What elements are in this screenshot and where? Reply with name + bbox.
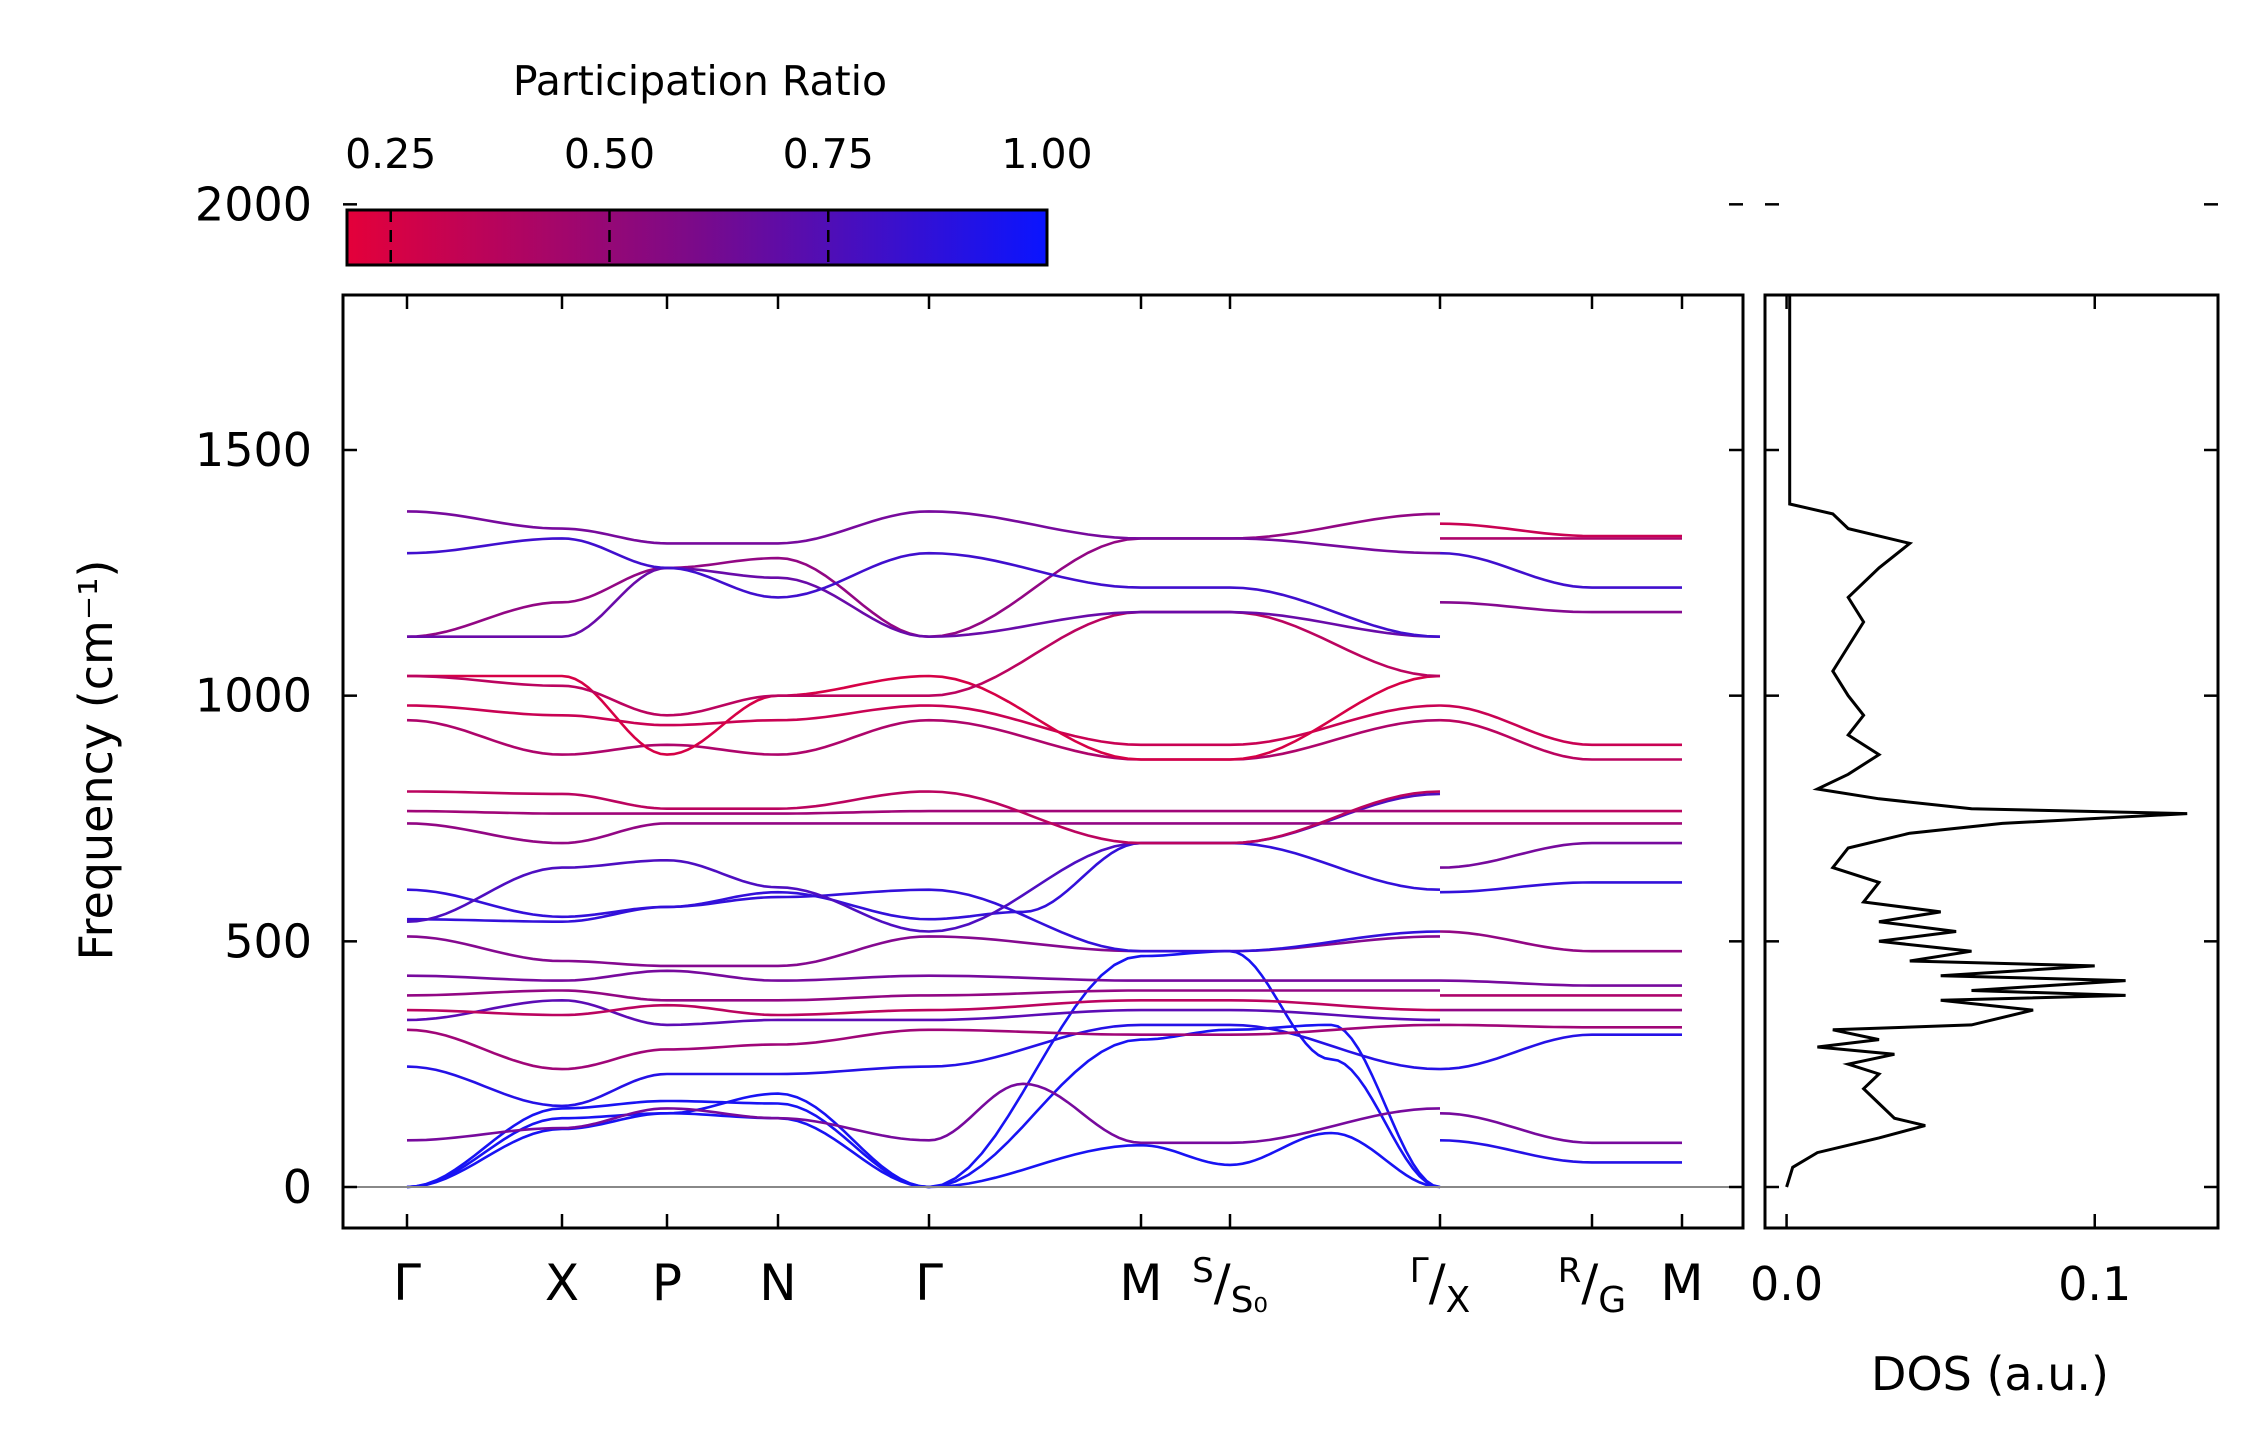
band-opt-740	[406, 822, 1440, 845]
k-point-label: Γ	[393, 1254, 421, 1312]
y-tick-label: 500	[224, 914, 312, 968]
dos-panel: 0.0 0.1 DOS (a.u.)	[1750, 203, 2220, 1401]
k-point-label: P	[652, 1254, 682, 1312]
band-seg2-9	[1439, 881, 1682, 894]
colorbar-ticks: 0.25 0.50 0.75 1.00	[345, 130, 1093, 265]
band-opt-430	[406, 969, 1440, 982]
band-opt-1375	[406, 510, 1441, 555]
band-structure-panel: 0 500 1000 1500 2000 Γ X P N Γ M S/S₀ Γ/X R/G M Freque…	[69, 72, 1745, 1321]
colorbar-tick-label: 0.75	[783, 130, 874, 178]
band-seg2-18	[1439, 522, 1682, 538]
colorbar-gradient	[345, 208, 1049, 267]
band-seg2-3	[1439, 1033, 1682, 1071]
main-axis-ticks: 0 500 1000 1500 2000 Γ X P N Γ M S/S₀ Γ/X R/G M	[195, 177, 1743, 1321]
y-axis-label: Frequency (cm⁻¹)	[69, 560, 123, 961]
dos-axis-ticks: 0.0 0.1	[1750, 203, 2218, 1311]
band-seg2-13	[1439, 718, 1682, 761]
y-tick-label: 2000	[195, 177, 312, 231]
k-point-label: X	[545, 1254, 579, 1312]
band-opt-545	[407, 841, 1441, 923]
k-point-label: Γ/X	[1410, 1251, 1470, 1321]
band-opt-95	[406, 1082, 1441, 1145]
band-opt-340	[406, 998, 1440, 1027]
k-point-label: R/G	[1558, 1251, 1626, 1321]
band-seg2-7	[1439, 979, 1682, 987]
band-seg2-4	[1440, 1023, 1682, 1029]
colorbar-title: Participation Ratio	[513, 57, 887, 105]
band-opt-805	[407, 790, 1441, 845]
band-opt-390	[406, 989, 1440, 1002]
band-seg2-15	[1439, 601, 1682, 614]
dos-axes-frame	[1763, 293, 2220, 1230]
dos-curve	[1785, 295, 2188, 1188]
band-seg2-1	[1439, 1139, 1682, 1164]
k-point-label: Γ	[915, 1254, 943, 1312]
y-tick-label: 0	[283, 1160, 312, 1214]
colorbar-tick-label: 0.25	[345, 130, 436, 178]
dos-x-axis-label: DOS (a.u.)	[1871, 1347, 2109, 1401]
colorbar: Participation Ratio 0.25 0.50 0.75 1.00	[345, 57, 1093, 267]
band-opt-1120b	[407, 566, 1441, 639]
band-opt-510	[406, 935, 1441, 968]
band-opt-605	[406, 888, 1441, 953]
y-tick-label: 1000	[195, 669, 312, 723]
band-opt-1040	[407, 674, 1441, 761]
k-point-label: N	[759, 1254, 796, 1312]
band-seg2-8	[1439, 930, 1682, 953]
k-point-label: M	[1660, 1254, 1703, 1312]
band-seg2-10	[1439, 841, 1682, 869]
band-opt-320	[406, 1023, 1441, 1071]
y-tick-label: 1500	[195, 423, 312, 477]
band-opt-1120	[406, 512, 1441, 639]
colorbar-tick-label: 0.50	[564, 130, 655, 178]
band-opt-1290	[406, 537, 1441, 638]
band-seg2-hf3	[1440, 72, 1682, 74]
band-opt-950	[406, 704, 1441, 747]
band-seg2-14	[1439, 704, 1682, 747]
dos-x-tick-label: 0.1	[2058, 1257, 2131, 1311]
band-opt-360	[406, 999, 1441, 1017]
dos-x-tick-label: 0.0	[1750, 1257, 1823, 1311]
band-opt-1040b	[406, 610, 1441, 717]
k-point-label: S/S₀	[1192, 1251, 1268, 1321]
main-axes-frame	[341, 293, 1745, 1230]
band-seg2-16	[1439, 551, 1682, 589]
colorbar-tick-label: 1.00	[1001, 130, 1092, 178]
band-opt-870	[406, 718, 1441, 761]
band-opt-765	[406, 809, 1440, 815]
k-point-label: M	[1119, 1254, 1162, 1312]
band-seg2-2	[1439, 1112, 1682, 1145]
band-opt-245	[406, 1023, 1441, 1108]
